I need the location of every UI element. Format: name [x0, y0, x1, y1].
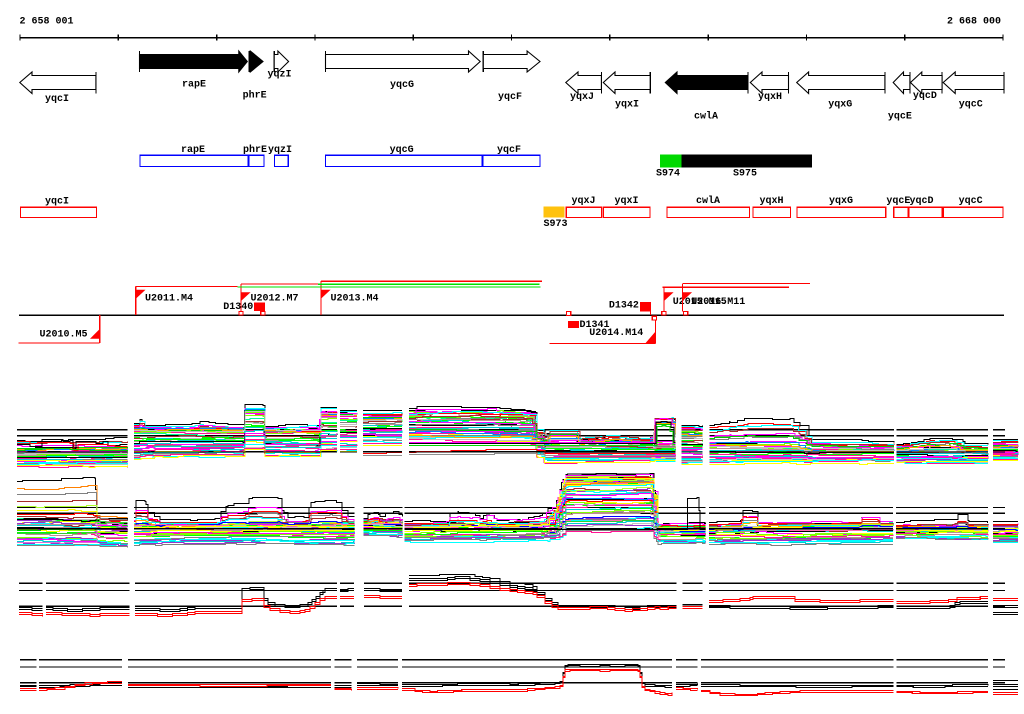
svg-text:yqxG: yqxG: [828, 100, 852, 111]
svg-text:yqcC: yqcC: [959, 100, 983, 111]
svg-text:cwlA: cwlA: [696, 195, 720, 207]
svg-text:yqcI: yqcI: [45, 197, 69, 208]
svg-text:U2011.M4: U2011.M4: [145, 294, 193, 305]
svg-text:U2014.M14: U2014.M14: [589, 328, 643, 339]
svg-text:yqzI: yqzI: [268, 145, 292, 156]
svg-text:yqcD: yqcD: [909, 196, 933, 207]
svg-text:yqzI: yqzI: [267, 70, 291, 81]
svg-text:yqxI: yqxI: [614, 196, 638, 207]
svg-text:S973: S973: [544, 219, 568, 230]
svg-text:yqxH: yqxH: [759, 196, 783, 207]
svg-text:U2015.M15: U2015.M15: [673, 297, 727, 308]
svg-text:yqcC: yqcC: [959, 196, 983, 207]
svg-text:U2012.M7: U2012.M7: [251, 294, 299, 305]
svg-text:U2013.M4: U2013.M4: [331, 294, 379, 305]
svg-text:yqxH: yqxH: [758, 92, 782, 103]
svg-text:cwlA: cwlA: [694, 111, 718, 123]
svg-text:yqcF: yqcF: [498, 92, 522, 103]
svg-text:U2016.M11: U2016.M11: [691, 297, 745, 308]
svg-text:2 658 001: 2 658 001: [20, 17, 74, 28]
svg-text:phrE: phrE: [243, 144, 267, 156]
svg-text:yqxJ: yqxJ: [571, 196, 595, 207]
svg-text:yqcD: yqcD: [913, 91, 937, 102]
svg-text:yqxG: yqxG: [829, 196, 853, 207]
svg-text:D1342: D1342: [609, 301, 639, 312]
svg-text:S975: S975: [733, 168, 757, 179]
svg-text:rapE: rapE: [182, 80, 206, 91]
svg-text:yqcI: yqcI: [45, 94, 69, 105]
svg-text:D1340: D1340: [223, 302, 253, 313]
svg-text:D1341: D1341: [580, 320, 610, 331]
svg-text:yqcE: yqcE: [888, 111, 912, 122]
svg-text:2 668 000: 2 668 000: [947, 17, 1001, 28]
svg-text:yqcG: yqcG: [390, 145, 414, 156]
svg-text:rapE: rapE: [181, 145, 205, 156]
svg-text:yqcF: yqcF: [497, 145, 521, 156]
svg-text:U2010.M5: U2010.M5: [40, 330, 88, 341]
svg-text:S974: S974: [656, 168, 680, 179]
svg-text:yqxI: yqxI: [615, 99, 639, 110]
svg-text:yqcG: yqcG: [390, 80, 414, 91]
svg-text:phrE: phrE: [243, 89, 267, 101]
svg-text:yqxJ: yqxJ: [570, 92, 594, 103]
svg-text:yqcE: yqcE: [886, 196, 910, 207]
